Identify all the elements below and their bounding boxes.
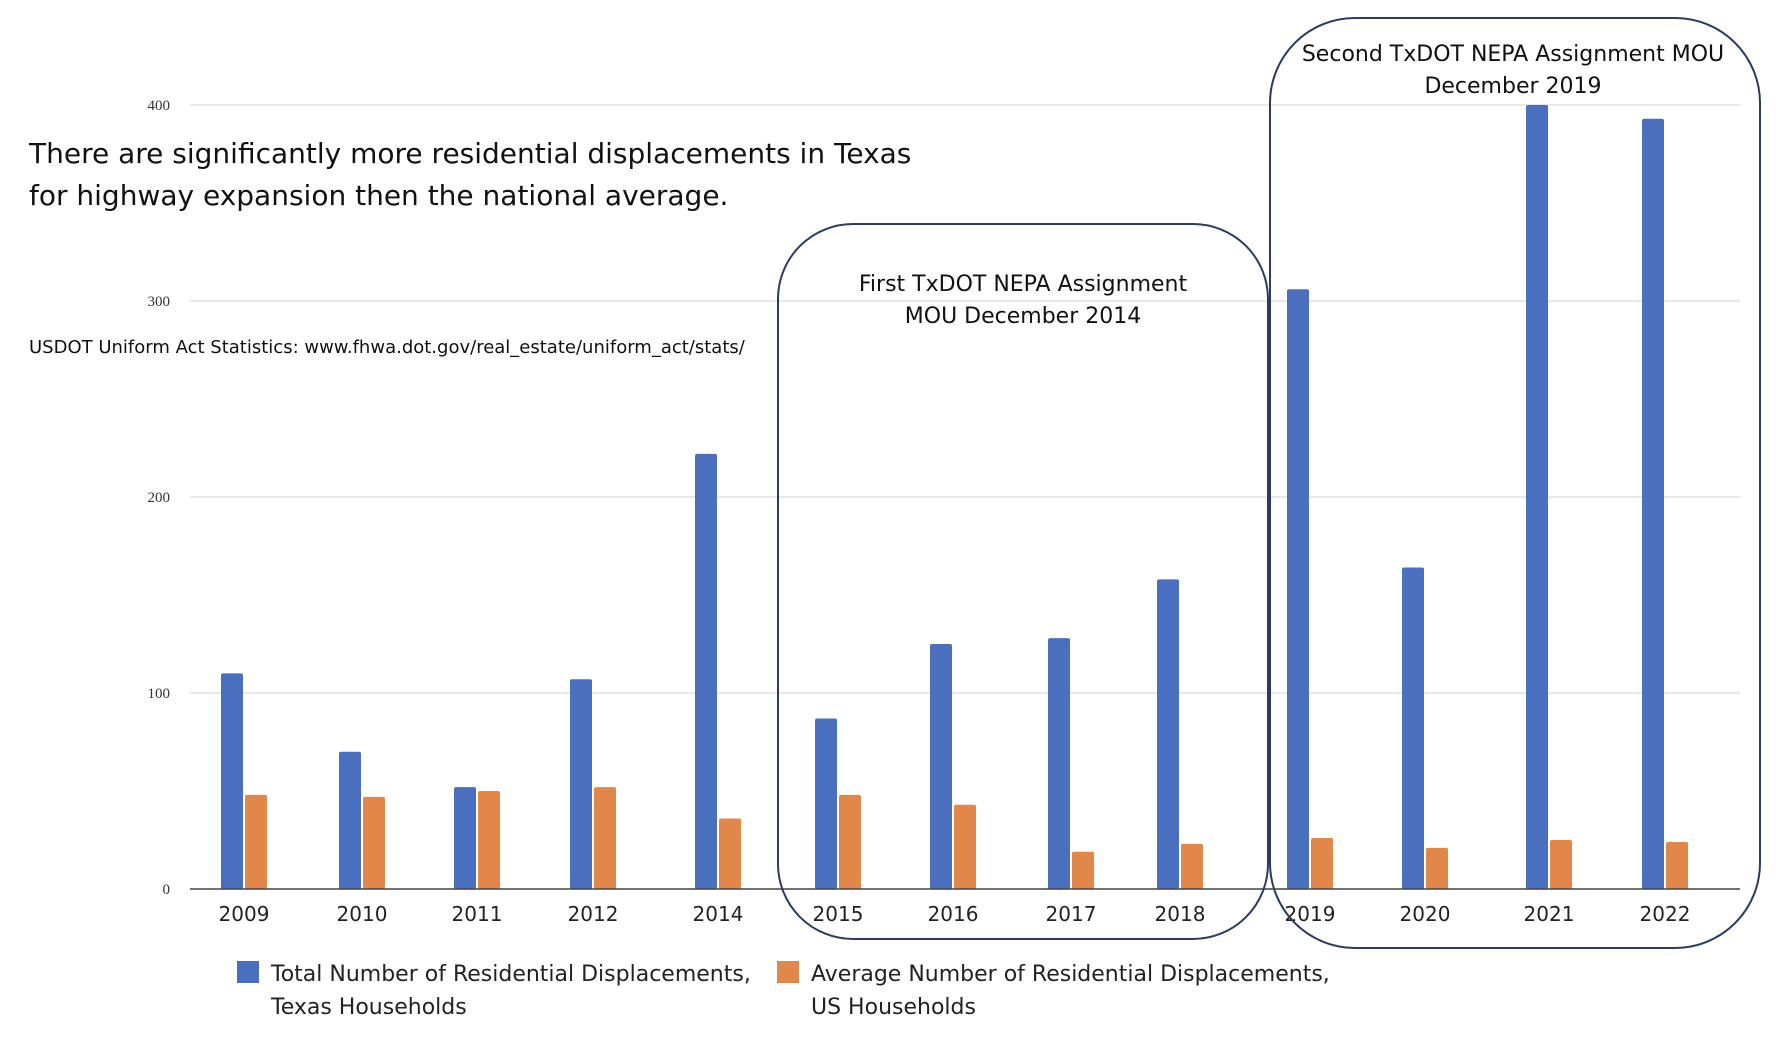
grid-lines [190, 104, 1740, 694]
y-tick-label-300: 300 [148, 294, 171, 310]
y-tick-label-200: 200 [148, 490, 171, 506]
bar-texas-2011 [454, 787, 476, 889]
x-tick-label-2009: 2009 [219, 902, 270, 926]
x-tick-label-2022: 2022 [1640, 902, 1691, 926]
bar-us-2017 [1072, 851, 1094, 889]
x-tick-label-2020: 2020 [1400, 902, 1451, 926]
bar-us-2011 [478, 791, 500, 889]
legend-label-texas-line-1: Total Number of Residential Displacement… [270, 962, 751, 987]
bar-texas-2018 [1157, 579, 1179, 889]
legend-swatch-us [777, 961, 799, 983]
x-tick-label-2010: 2010 [337, 902, 388, 926]
bar-texas-2009 [221, 673, 243, 889]
bar-us-2022 [1666, 841, 1688, 889]
first-mou-label-line-1: First TxDOT NEPA Assignment [859, 272, 1188, 297]
headline-line-1: There are significantly more residential… [28, 137, 911, 170]
x-tick-label-2011: 2011 [452, 902, 503, 926]
bar-texas-2012 [570, 679, 592, 889]
bar-us-2010 [363, 796, 385, 889]
bar-us-2021 [1550, 840, 1572, 889]
y-tick-label-0: 0 [163, 882, 171, 898]
bar-us-2012 [594, 787, 616, 889]
bar-texas-2010 [339, 751, 361, 889]
legend-label-texas-line-2: Texas Households [270, 995, 467, 1020]
x-tick-label-2017: 2017 [1046, 902, 1097, 926]
legend-swatch-texas [237, 961, 259, 983]
first-mou-label-line-2: MOU December 2014 [905, 304, 1141, 329]
bar-us-2018 [1181, 843, 1203, 889]
bar-us-2020 [1426, 847, 1448, 889]
legend-label-us-line-2: US Households [811, 995, 976, 1020]
y-tick-labels: 0 100 200 300 400 [148, 98, 171, 898]
bar-texas-2017 [1048, 638, 1070, 889]
bar-us-2014 [719, 818, 741, 889]
x-tick-label-2019: 2019 [1285, 902, 1336, 926]
bar-us-2015 [839, 794, 861, 889]
headline-line-2: for highway expansion then the national … [29, 179, 728, 212]
bar-texas-2022 [1642, 118, 1664, 890]
bar-texas-2015 [815, 718, 837, 889]
second-mou-label-line-2: December 2019 [1424, 74, 1601, 99]
source-text: USDOT Uniform Act Statistics: www.fhwa.d… [29, 337, 746, 358]
bar-texas-2020 [1402, 567, 1424, 889]
x-tick-label-2014: 2014 [693, 902, 744, 926]
bar-us-2016 [954, 804, 976, 889]
legend-label-us-line-1: Average Number of Residential Displaceme… [811, 962, 1330, 987]
first-mou-box [777, 223, 1269, 940]
second-mou-box [1269, 17, 1761, 949]
bar-texas-2019 [1287, 289, 1309, 889]
y-tick-label-400: 400 [148, 98, 171, 114]
bar-texas-2016 [930, 644, 952, 889]
bar-texas-2014 [695, 453, 717, 889]
bars [221, 105, 1688, 890]
bar-us-2019 [1311, 838, 1333, 889]
x-tick-label-2016: 2016 [928, 902, 979, 926]
bar-texas-2021 [1526, 105, 1548, 889]
x-tick-label-2015: 2015 [813, 902, 864, 926]
x-tick-label-2012: 2012 [568, 902, 619, 926]
x-tick-label-2021: 2021 [1524, 902, 1575, 926]
x-tick-label-2018: 2018 [1155, 902, 1206, 926]
second-mou-label-line-1: Second TxDOT NEPA Assignment MOU [1302, 42, 1724, 67]
y-tick-label-100: 100 [148, 686, 171, 702]
bar-us-2009 [245, 794, 267, 889]
x-tick-labels: 2009 2010 2011 2012 2014 2015 2016 2017 2018 2019… [219, 902, 1691, 926]
